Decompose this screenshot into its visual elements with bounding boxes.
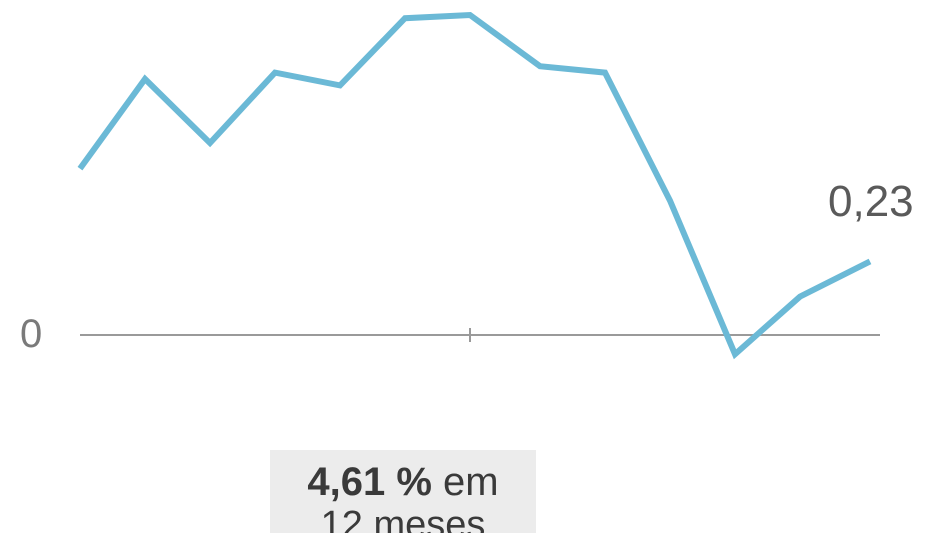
summary-box: 4,61 % em 12 meses bbox=[270, 450, 536, 533]
chart-container: 0 0,23 4,61 % em 12 meses bbox=[0, 0, 950, 533]
summary-line-1: 4,61 % em bbox=[288, 460, 518, 504]
summary-percent: 4,61 % bbox=[307, 460, 432, 504]
data-line bbox=[80, 15, 870, 354]
y-axis-zero-label: 0 bbox=[20, 312, 42, 357]
summary-after-bold: em bbox=[432, 460, 499, 504]
last-value-label: 0,23 bbox=[828, 177, 914, 227]
summary-line-2: 12 meses bbox=[288, 506, 518, 533]
